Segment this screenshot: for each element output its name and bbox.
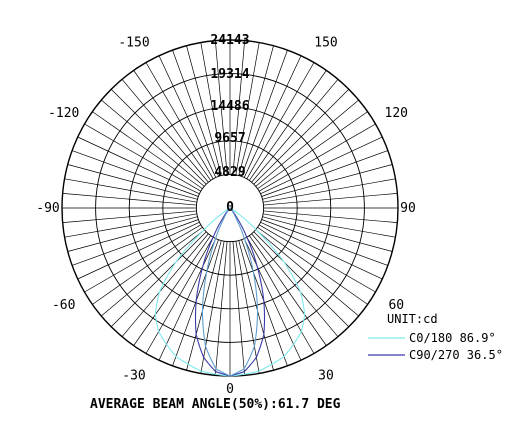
ring-label: 19314 xyxy=(210,67,249,82)
ring-label: 14486 xyxy=(210,99,249,114)
grid-spoke xyxy=(67,164,198,200)
angle-labels: 0 30 -30 60 -60 90 -90 120 -120 150 -150 xyxy=(36,36,416,397)
angle-label: 120 xyxy=(385,106,408,121)
ring-label: 4829 xyxy=(214,165,245,180)
angle-label: 90 xyxy=(400,201,416,216)
grid-spoke xyxy=(200,42,225,175)
curve-series-2 xyxy=(201,207,259,377)
angle-label: -90 xyxy=(36,201,59,216)
grid-spoke xyxy=(232,241,245,376)
grid-spoke xyxy=(258,123,376,192)
grid-spoke xyxy=(84,224,202,293)
angle-label: -150 xyxy=(118,36,149,51)
grid-spoke xyxy=(72,219,199,266)
grid-spoke xyxy=(64,213,197,238)
grid-spoke xyxy=(200,241,225,374)
grid-spoke xyxy=(246,62,315,180)
grid-spoke xyxy=(110,231,207,328)
angle-label: 30 xyxy=(318,368,334,383)
grid-spoke xyxy=(133,235,212,346)
grid-spoke xyxy=(64,178,197,203)
ring-label: 9657 xyxy=(214,131,245,146)
angle-label: -120 xyxy=(48,106,79,121)
grid-spoke xyxy=(255,229,359,317)
grid-spoke xyxy=(215,40,228,175)
grid-spoke xyxy=(263,178,396,203)
grid-spoke xyxy=(158,55,217,178)
grid-spoke xyxy=(246,236,315,354)
legend-label-c90-270: C90/270 36.5° xyxy=(409,348,503,362)
grid-spoke xyxy=(258,224,376,293)
grid-spoke xyxy=(263,193,398,206)
grid-spoke xyxy=(92,226,203,305)
grid-spoke xyxy=(248,235,327,346)
grid-spoke xyxy=(77,136,200,195)
grid-spoke xyxy=(253,231,350,328)
grid-spoke xyxy=(261,150,388,197)
legend: UNIT:cd C0/180 86.9° C90/270 36.5° xyxy=(368,312,503,362)
grid-spoke xyxy=(67,216,198,252)
grid-spoke xyxy=(261,219,388,266)
grid-spoke xyxy=(251,79,339,183)
grid-spoke xyxy=(145,236,214,354)
grid-spoke xyxy=(262,216,393,252)
legend-unit: UNIT:cd xyxy=(387,312,438,326)
beam-angle-footer: AVERAGE BEAM ANGLE(50%):61.7 DEG xyxy=(90,397,341,412)
grid-spoke xyxy=(248,70,327,181)
grid-spoke xyxy=(72,150,199,197)
ring-label: 24143 xyxy=(210,33,249,48)
grid-spoke xyxy=(158,238,217,361)
grid-spoke xyxy=(241,50,288,177)
grid-spoke xyxy=(145,62,214,180)
grid-spoke xyxy=(121,233,209,337)
grid-spoke xyxy=(260,221,383,280)
grid-spoke xyxy=(263,210,398,223)
grid-spoke xyxy=(255,99,359,187)
legend-label-c0-180: C0/180 86.9° xyxy=(409,331,496,345)
grid-spoke xyxy=(263,213,396,238)
angle-label: -60 xyxy=(52,298,75,313)
angle-label: 60 xyxy=(388,298,404,313)
grid-spoke xyxy=(262,164,393,200)
grid-spoke xyxy=(77,221,200,280)
grid-spoke xyxy=(101,99,205,187)
grid-spoke xyxy=(238,45,274,176)
grid-spoke xyxy=(260,136,383,195)
grid-spoke xyxy=(101,229,205,317)
grid-spoke xyxy=(215,241,228,376)
grid-spoke xyxy=(110,88,207,185)
ring-label: 0 xyxy=(226,200,234,215)
grid-spoke xyxy=(172,50,219,177)
distribution-curves xyxy=(154,207,306,377)
angle-label: -30 xyxy=(122,368,145,383)
grid-spoke xyxy=(238,240,274,371)
angle-label: 150 xyxy=(314,36,337,51)
grid-spoke xyxy=(186,240,222,371)
grid-spoke xyxy=(235,241,260,374)
grid-spoke xyxy=(121,79,209,183)
grid-spoke xyxy=(251,233,339,337)
ring-labels: 24143 19314 14486 9657 4829 0 xyxy=(210,33,249,215)
grid-spoke xyxy=(84,123,202,192)
grid-spoke xyxy=(133,70,212,181)
grid-spoke xyxy=(253,88,350,185)
grid-spoke xyxy=(243,55,302,178)
grid-spoke xyxy=(257,111,368,190)
grid-spoke xyxy=(62,210,197,223)
grid-spoke xyxy=(186,45,222,176)
grid-spoke xyxy=(232,40,245,175)
grid-spoke xyxy=(235,42,260,175)
grid-spoke xyxy=(62,193,197,206)
grid-spoke xyxy=(92,111,203,190)
angle-label: 0 xyxy=(226,382,234,397)
grid-spoke xyxy=(257,226,368,305)
grid-spoke xyxy=(243,238,302,361)
